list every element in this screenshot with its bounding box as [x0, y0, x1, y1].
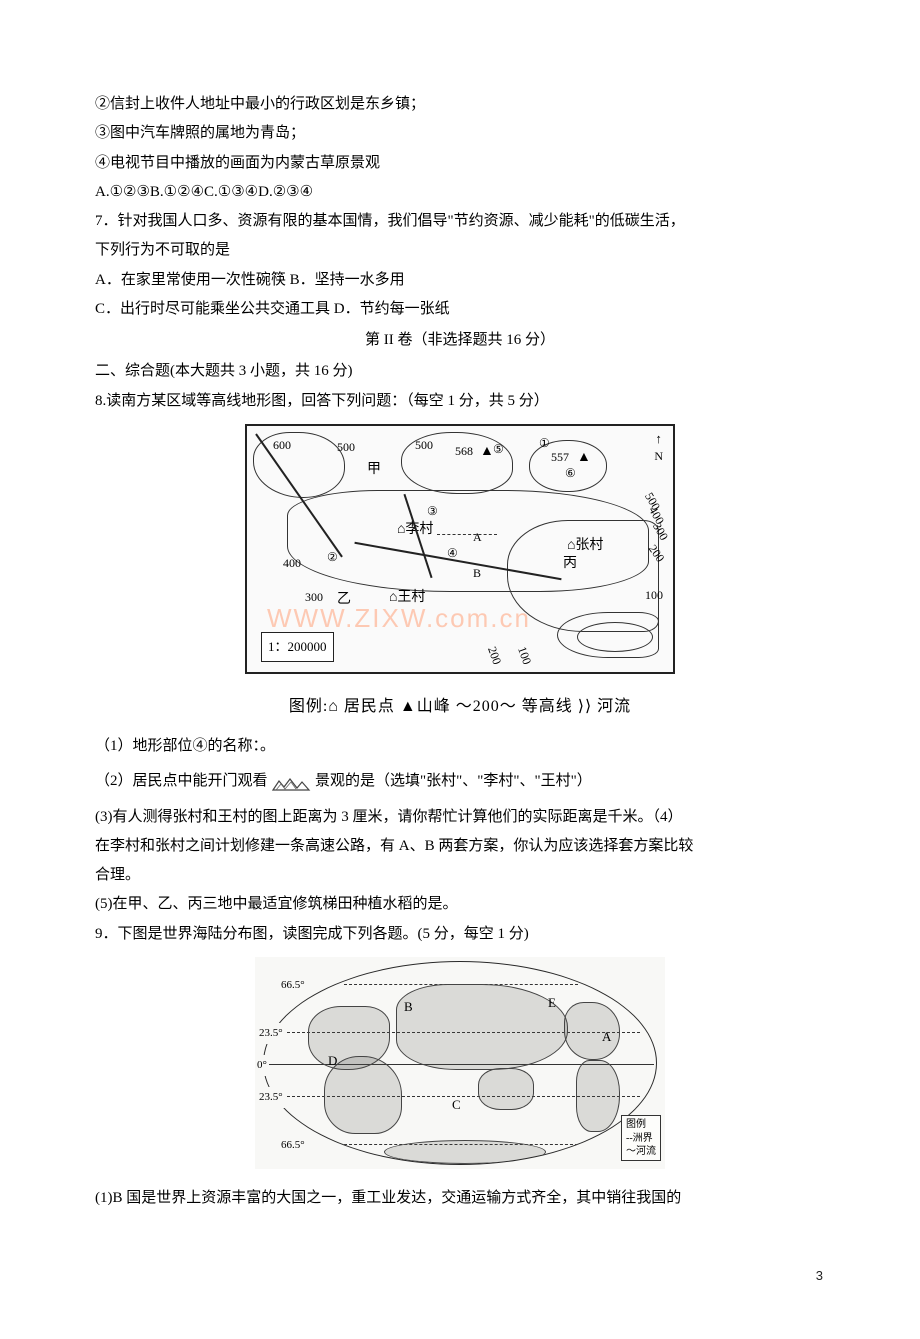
question-8-sub3b: 在李村和张村之间计划修建一条高速公路，有 A、B 两套方案，你认为应该选择套方案…: [95, 832, 825, 861]
legend-item: ～河流: [626, 1145, 656, 1159]
mountain-scenery-icon: [271, 774, 311, 790]
part-2-header: 第 II 卷（非选择题共 16 分）: [95, 326, 825, 355]
question-7-options-cd: C．出行时尽可能乘坐公共交通工具 D．节约每一张纸: [95, 295, 825, 324]
contour-label: 500: [337, 436, 355, 459]
marker-5: ⑤: [493, 438, 504, 461]
map-letter-B: B: [404, 994, 413, 1019]
question-8-sub3a: (3)有人测得张村和王村的图上距离为 3 厘米，请你帮忙计算他们的实际距离是千米…: [95, 803, 825, 832]
question-8-intro: 8.读南方某区域等高线地形图，回答下列问题：（每空 1 分，共 5 分）: [95, 387, 825, 416]
place-jia: 甲: [367, 456, 381, 483]
question-9-intro: 9．下图是世界海陆分布图，读图完成下列各题。(5 分，每空 1 分): [95, 920, 825, 949]
map-letter-C: C: [452, 1092, 461, 1117]
route-line: [437, 534, 497, 535]
question-8-sub1: （1）地形部位④的名称：。: [95, 732, 825, 761]
continent-shape: [564, 1002, 620, 1060]
contour-label: 100: [645, 584, 663, 607]
north-arrow-icon: N: [654, 434, 663, 468]
world-map-figure: B E A C D 66.5° 23.5° 0° 23.5° 66.5° 图例 …: [95, 957, 825, 1180]
legend-title: 图例: [626, 1118, 656, 1132]
world-map-legend: 图例 --洲界 ～河流: [621, 1115, 661, 1161]
statement-2: ②信封上收件人地址中最小的行政区划是东乡镇；: [95, 90, 825, 119]
contour-line: [253, 432, 345, 498]
continent-shape: [478, 1068, 534, 1110]
question-8-sub3c: 合理。: [95, 861, 825, 890]
question-9-sub1: (1)B 国是世界上资源丰富的大国之一，重工业发达，交通运输方式齐全，其中销往我…: [95, 1184, 825, 1213]
place-bing: 丙: [563, 550, 577, 577]
world-map-ellipse: B E A C D: [263, 961, 657, 1165]
world-map: B E A C D 66.5° 23.5° 0° 23.5° 66.5° 图例 …: [255, 957, 665, 1169]
contour-line: [577, 622, 653, 652]
statement-3: ③图中汽车牌照的属地为青岛；: [95, 119, 825, 148]
contour-label: 568: [455, 440, 473, 463]
continent-shape: [576, 1060, 620, 1132]
place-yi: 乙: [337, 586, 351, 613]
map-letter-E: E: [548, 990, 556, 1015]
question-6-options: A.①②③B.①②④C.①③④D.②③④: [95, 178, 825, 207]
contour-label: 500: [415, 434, 433, 457]
marker-6: ⑥: [565, 462, 576, 485]
question-7-line2: 下列行为不可取的是: [95, 236, 825, 265]
contour-label: 600: [273, 434, 291, 457]
contour-label: 200: [480, 643, 508, 668]
question-8-sub2: （2）居民点中能开门观看 景观的是（选填"张村"、"李村"、"王村"）: [95, 767, 825, 796]
topographic-map-caption: 图例:⌂ 居民点 ▲山峰 ～200～ 等高线 ⟩⟩ 河流: [95, 691, 825, 722]
peak-marker: ▲: [577, 444, 591, 471]
lat-label: 66.5°: [279, 975, 307, 996]
topographic-map-figure: N 600 500 500 568 ▲ ⑤ 557 ▲ ⑥ ① 甲 ③ ⌂李村 …: [95, 424, 825, 722]
continent-shape: [396, 984, 568, 1070]
section-2-title: 二、综合题(本大题共 3 小题，共 16 分): [95, 357, 825, 386]
continent-shape: [384, 1140, 546, 1164]
topographic-map: N 600 500 500 568 ▲ ⑤ 557 ▲ ⑥ ① 甲 ③ ⌂李村 …: [245, 424, 675, 674]
lat-label: 23.5°: [257, 1023, 285, 1044]
peak-marker: ▲: [480, 438, 494, 465]
lat-label: 0°: [255, 1055, 269, 1076]
contour-label: 400: [283, 552, 301, 575]
contour-label: 100: [510, 643, 538, 668]
question-7-line1: 7．针对我国人口多、资源有限的基本国情，我们倡导"节约资源、减少能耗"的低碳生活…: [95, 207, 825, 236]
page-container: ②信封上收件人地址中最小的行政区划是东乡镇； ③图中汽车牌照的属地为青岛； ④电…: [0, 0, 920, 1339]
marker-1: ①: [539, 432, 550, 455]
place-wangcun: ⌂王村: [389, 584, 425, 611]
page-number: 3: [95, 1263, 825, 1288]
map-scale: 1：200000: [261, 632, 334, 661]
map-letter-A: A: [602, 1024, 611, 1049]
lat-label: 66.5°: [279, 1135, 307, 1156]
question-7-options-ab: A．在家里常使用一次性碗筷 B．坚持一水多用: [95, 266, 825, 295]
question-8-sub5: (5)在甲、乙、丙三地中最适宜修筑梯田种植水稻的是。: [95, 890, 825, 919]
contour-label: 300: [305, 586, 323, 609]
marker-A: A: [473, 526, 482, 549]
statement-4: ④电视节目中播放的画面为内蒙古草原景观: [95, 149, 825, 178]
lat-label: 23.5°: [257, 1087, 285, 1108]
legend-item: --洲界: [626, 1132, 656, 1146]
map-letter-D: D: [328, 1048, 337, 1073]
